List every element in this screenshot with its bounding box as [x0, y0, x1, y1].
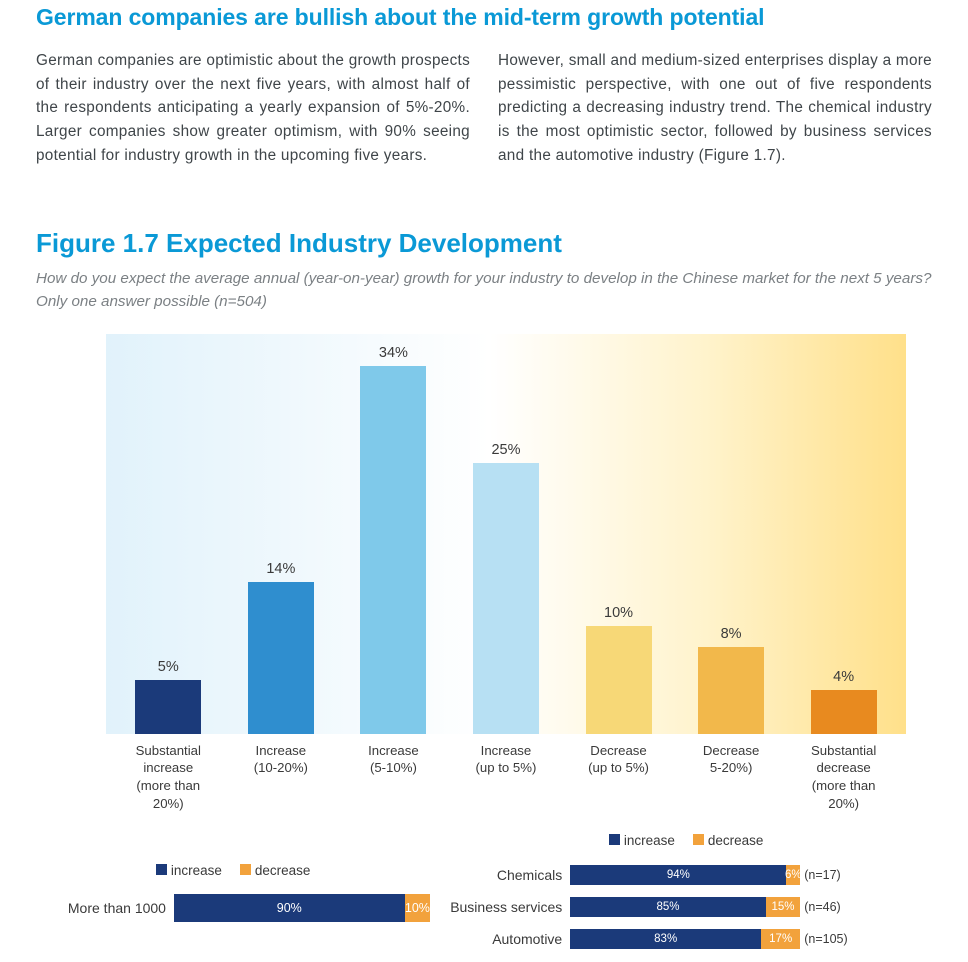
intro-left: German companies are optimistic about th…	[36, 49, 470, 168]
bar-4: 10%	[562, 605, 675, 734]
size-chart: increase decrease More than 100090%10%	[36, 833, 430, 960]
bar-0: 5%	[112, 659, 225, 734]
industry-row-bar: 83%17%	[570, 929, 800, 949]
bar-rect	[135, 680, 201, 734]
size-legend: increase decrease	[36, 863, 430, 878]
bar-value-label: 25%	[491, 442, 520, 458]
bar-category-label: Increase(up to 5%)	[450, 742, 563, 813]
industry-row-label: Business services	[440, 899, 570, 915]
industry-row: Business services85%15%(n=46)	[440, 896, 932, 918]
bar-category-label: Substantialincrease(more than20%)	[112, 742, 225, 813]
bar-value-label: 34%	[379, 345, 408, 361]
industry-chart: increase decrease Chemicals94%6% (n=17) Bu…	[440, 833, 932, 960]
legend-item-increase: increase	[156, 863, 222, 878]
segment-increase: 94%	[570, 865, 786, 885]
bar-rect	[473, 463, 539, 733]
bar-value-label: 8%	[721, 626, 742, 642]
industry-row: Automotive83%17% (n=105)	[440, 928, 932, 950]
industry-row-bar: 85%15%	[570, 897, 800, 917]
industry-legend: increase decrease	[440, 833, 932, 848]
bar-category-label: Substantialdecrease(more than20%)	[787, 742, 900, 813]
bar-value-label: 4%	[833, 669, 854, 685]
intro-right: However, small and medium-sized enterpri…	[498, 49, 932, 168]
industry-row-n: (n=105)	[804, 932, 847, 946]
lower-charts: increase decrease More than 100090%10% i…	[36, 833, 932, 960]
legend-item-increase: increase	[609, 833, 675, 848]
bar-1: 14%	[225, 561, 338, 733]
figure-title: Figure 1.7 Expected Industry Development	[36, 228, 932, 259]
intro-columns: German companies are optimistic about th…	[36, 49, 932, 168]
segment-increase: 85%	[570, 897, 766, 917]
legend-item-decrease: decrease	[693, 833, 764, 848]
bar-category-label: Increase(10-20%)	[225, 742, 338, 813]
segment-decrease: 10%	[405, 894, 431, 922]
bar-5: 8%	[675, 626, 788, 733]
segment-decrease: 15%	[766, 897, 801, 917]
industry-row-bar: 94%6%	[570, 865, 800, 885]
bar-value-label: 10%	[604, 605, 633, 621]
bar-labels-row: Substantialincrease(more than20%)Increas…	[106, 734, 906, 813]
bar-value-label: 5%	[158, 659, 179, 675]
figure-question: How do you expect the average annual (ye…	[36, 267, 932, 314]
segment-increase: 90%	[174, 894, 405, 922]
bar-2: 34%	[337, 345, 450, 734]
size-row-bar: 90%10%	[174, 894, 430, 922]
size-row-label: More than 1000	[36, 900, 174, 916]
main-bar-chart: 5% 14% 34% 25% 10% 8% 4%	[106, 334, 906, 734]
industry-row-label: Automotive	[440, 931, 570, 947]
bar-rect	[248, 582, 314, 733]
size-row: More than 100090%10%	[36, 894, 430, 922]
bar-rect	[811, 690, 877, 733]
industry-row: Chemicals94%6% (n=17)	[440, 864, 932, 886]
industry-row-label: Chemicals	[440, 867, 570, 883]
segment-increase: 83%	[570, 929, 761, 949]
bar-rect	[586, 626, 652, 734]
bar-category-label: Increase(5-10%)	[337, 742, 450, 813]
section-heading: German companies are bullish about the m…	[36, 4, 932, 31]
bar-category-label: Decrease5-20%)	[675, 742, 788, 813]
bar-6: 4%	[787, 669, 900, 733]
industry-row-n: (n=46)	[804, 900, 840, 914]
bar-rect	[698, 647, 764, 733]
industry-row-n: (n=17)	[804, 868, 840, 882]
segment-decrease: 6%	[786, 865, 800, 885]
bar-3: 25%	[450, 442, 563, 733]
legend-item-decrease: decrease	[240, 863, 311, 878]
segment-decrease: 17%	[761, 929, 800, 949]
bar-rect	[360, 366, 426, 734]
bar-value-label: 14%	[266, 561, 295, 577]
bar-category-label: Decrease(up to 5%)	[562, 742, 675, 813]
